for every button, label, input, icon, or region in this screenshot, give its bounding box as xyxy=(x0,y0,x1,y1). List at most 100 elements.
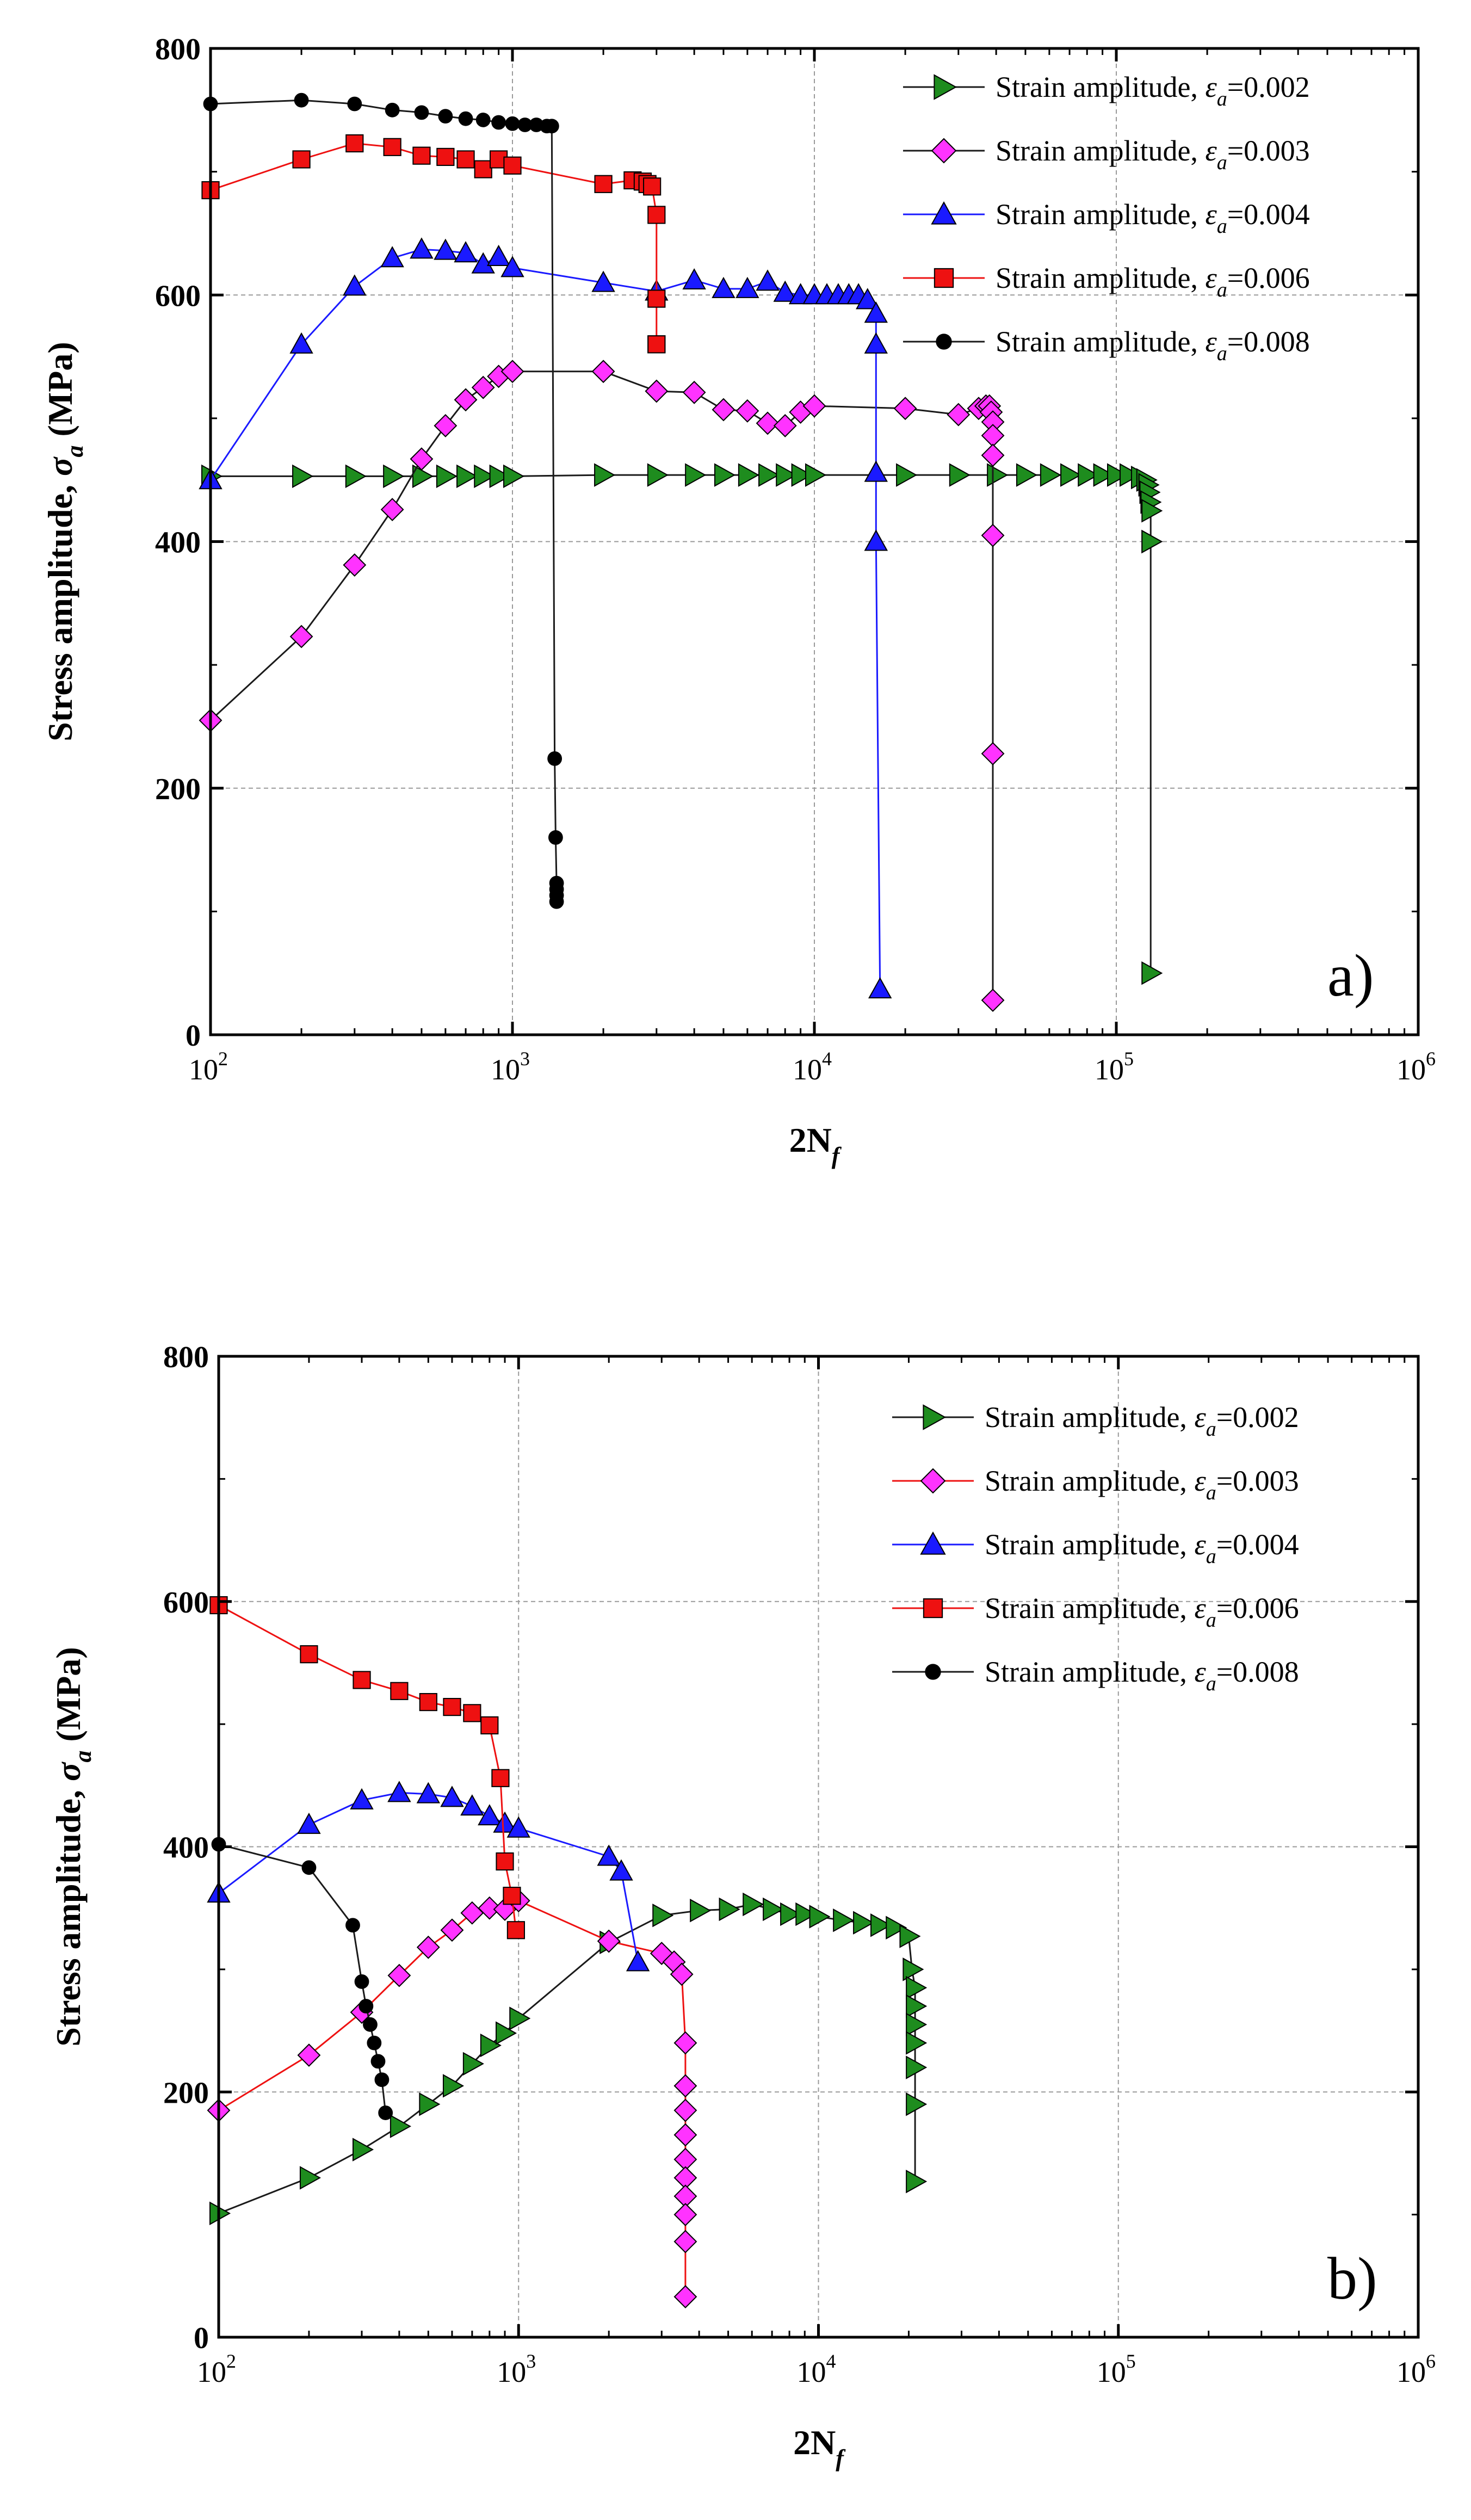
data-point xyxy=(414,105,429,120)
data-point xyxy=(981,424,1005,448)
data-point xyxy=(294,92,309,108)
data-point xyxy=(478,1804,502,1826)
data-point xyxy=(412,464,434,489)
data-point xyxy=(410,447,434,471)
legend-entry: Strain amplitude, εa=0.006 xyxy=(903,262,1310,301)
data-point xyxy=(343,553,367,577)
chart-panel-b: 102 103 104 105 106 0 200 400 600 800 2Nf Stress am… xyxy=(49,1341,1436,2472)
data-point xyxy=(471,375,495,399)
data-point xyxy=(864,332,888,354)
series-strain-0.004 xyxy=(199,237,892,999)
data-point xyxy=(743,1892,764,1917)
data-point xyxy=(647,463,669,487)
data-point xyxy=(436,147,455,166)
data-point xyxy=(301,1860,317,1875)
data-point xyxy=(1107,463,1129,487)
y-tick-label: 0 xyxy=(186,1019,201,1053)
data-point xyxy=(856,288,880,310)
legend-entry: Strain amplitude, εa=0.002 xyxy=(892,1401,1299,1441)
data-point xyxy=(903,1957,924,1981)
data-point xyxy=(736,399,759,423)
data-point xyxy=(886,1916,907,1940)
data-point xyxy=(297,1812,321,1834)
series-line xyxy=(209,248,881,990)
x-tick-label: 104 xyxy=(793,1048,832,1086)
legend-label: Strain amplitude, εa=0.008 xyxy=(996,325,1310,365)
data-point xyxy=(297,2043,321,2067)
data-point xyxy=(906,2055,928,2079)
data-point xyxy=(442,2074,465,2098)
data-point xyxy=(380,246,404,268)
data-point xyxy=(690,1898,712,1923)
data-point xyxy=(682,268,706,290)
data-point xyxy=(387,1781,411,1802)
data-point xyxy=(981,989,1005,1012)
data-point xyxy=(474,160,492,178)
data-point xyxy=(1141,961,1163,985)
panel-label: a) xyxy=(1327,942,1374,1009)
legend-entry: Strain amplitude, εa=0.004 xyxy=(892,1528,1299,1568)
data-point xyxy=(673,2074,697,2098)
series-strain-0.003 xyxy=(199,360,1005,1012)
data-point xyxy=(864,529,888,551)
chart-panel-a: 102 103 104 105 106 0 200 400 600 800 2Nf Stress am… xyxy=(41,33,1436,1169)
data-point xyxy=(359,1999,374,2013)
y-axis-label: Stress amplitude, σa (MPa) xyxy=(41,342,88,741)
data-point xyxy=(434,238,458,260)
data-point xyxy=(981,742,1005,765)
legend: Strain amplitude, εa=0.002 Strain amplitu… xyxy=(892,1401,1299,1695)
data-point xyxy=(493,1811,517,1833)
x-tick-label: 105 xyxy=(1097,2350,1136,2388)
legend-marker xyxy=(936,333,952,350)
data-point xyxy=(440,1918,464,1942)
data-point xyxy=(345,134,364,153)
legend-entry: Strain amplitude, εa=0.003 xyxy=(892,1465,1299,1504)
data-point xyxy=(353,1671,371,1689)
data-point xyxy=(491,1769,510,1787)
x-tick-label: 102 xyxy=(189,1048,228,1086)
data-point xyxy=(947,403,971,427)
y-tick-label: 400 xyxy=(163,1831,209,1865)
data-point xyxy=(719,1897,740,1922)
legend-label: Strain amplitude, εa=0.004 xyxy=(996,198,1310,238)
x-tick-label: 103 xyxy=(491,1048,530,1086)
panel-label: b) xyxy=(1327,2245,1377,2312)
data-point xyxy=(906,2031,928,2055)
legend-marker xyxy=(923,1404,947,1430)
data-point xyxy=(591,270,615,292)
data-point xyxy=(434,414,458,437)
data-point xyxy=(682,380,706,404)
data-point xyxy=(416,1782,441,1803)
x-tick-label: 104 xyxy=(797,2350,836,2388)
data-point xyxy=(292,464,314,489)
data-point xyxy=(673,2229,697,2253)
legend-marker xyxy=(934,74,957,100)
data-point xyxy=(387,1963,411,1987)
data-point xyxy=(647,335,666,354)
data-point xyxy=(463,1704,481,1722)
series-strain-0.008 xyxy=(203,92,564,909)
x-tick-label: 106 xyxy=(1396,1048,1436,1086)
data-point xyxy=(1119,463,1141,487)
data-point xyxy=(776,463,798,487)
grid xyxy=(219,1356,1418,2337)
series-line xyxy=(218,1900,687,2297)
data-point xyxy=(896,463,918,487)
data-point xyxy=(509,2006,531,2030)
legend-label: Strain amplitude, εa=0.003 xyxy=(996,134,1310,174)
data-point xyxy=(736,276,759,298)
data-point xyxy=(436,464,458,489)
data-point xyxy=(378,2105,393,2120)
y-tick-label: 600 xyxy=(155,279,201,313)
data-point xyxy=(712,398,736,422)
data-point xyxy=(645,379,669,403)
data-point xyxy=(1093,463,1115,487)
data-point xyxy=(756,269,780,291)
data-point xyxy=(758,463,780,487)
series-strain-0.003 xyxy=(207,1889,697,2309)
legend-entry: Strain amplitude, εa=0.002 xyxy=(903,71,1310,110)
data-point xyxy=(353,2138,374,2161)
data-point xyxy=(870,1913,892,1937)
data-point xyxy=(390,1682,409,1700)
